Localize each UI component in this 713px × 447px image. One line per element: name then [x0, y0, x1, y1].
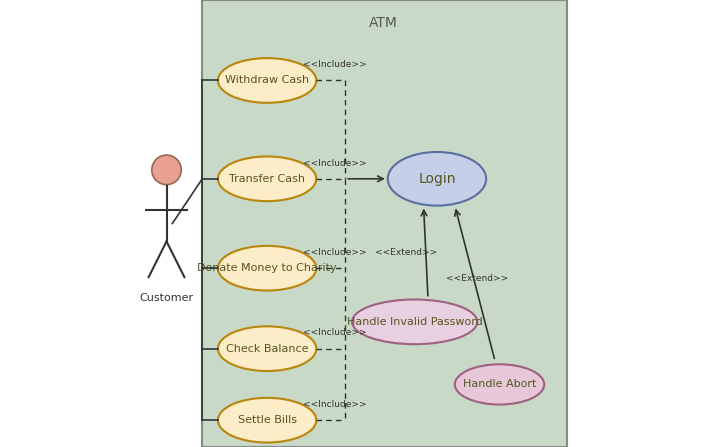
Text: <<Extend>>: <<Extend>> [446, 274, 508, 283]
Text: Withdraw Cash: Withdraw Cash [225, 76, 309, 85]
Text: <<Include>>: <<Include>> [304, 248, 367, 257]
Ellipse shape [352, 299, 477, 344]
Text: Handle Invalid Password: Handle Invalid Password [347, 317, 483, 327]
Text: Customer: Customer [140, 293, 194, 303]
Text: Check Balance: Check Balance [226, 344, 308, 354]
Ellipse shape [218, 398, 317, 443]
Ellipse shape [455, 364, 544, 405]
FancyBboxPatch shape [202, 0, 567, 447]
Ellipse shape [388, 152, 486, 206]
Text: Donate Money to Charity: Donate Money to Charity [198, 263, 337, 273]
Text: <<Include>>: <<Include>> [304, 60, 367, 69]
Text: Login: Login [419, 172, 456, 186]
Text: Transfer Cash: Transfer Cash [229, 174, 305, 184]
Text: <<Include>>: <<Include>> [304, 400, 367, 409]
Text: <<Include>>: <<Include>> [304, 159, 367, 168]
Circle shape [152, 155, 181, 185]
Text: Handle Abort: Handle Abort [463, 380, 536, 389]
Ellipse shape [218, 246, 317, 291]
Text: ATM: ATM [369, 16, 398, 30]
Ellipse shape [218, 326, 317, 371]
Text: <<Extend>>: <<Extend>> [374, 248, 437, 257]
Text: Settle Bills: Settle Bills [237, 415, 297, 425]
Ellipse shape [218, 58, 317, 103]
Text: <<Include>>: <<Include>> [304, 329, 367, 337]
Ellipse shape [218, 156, 317, 201]
